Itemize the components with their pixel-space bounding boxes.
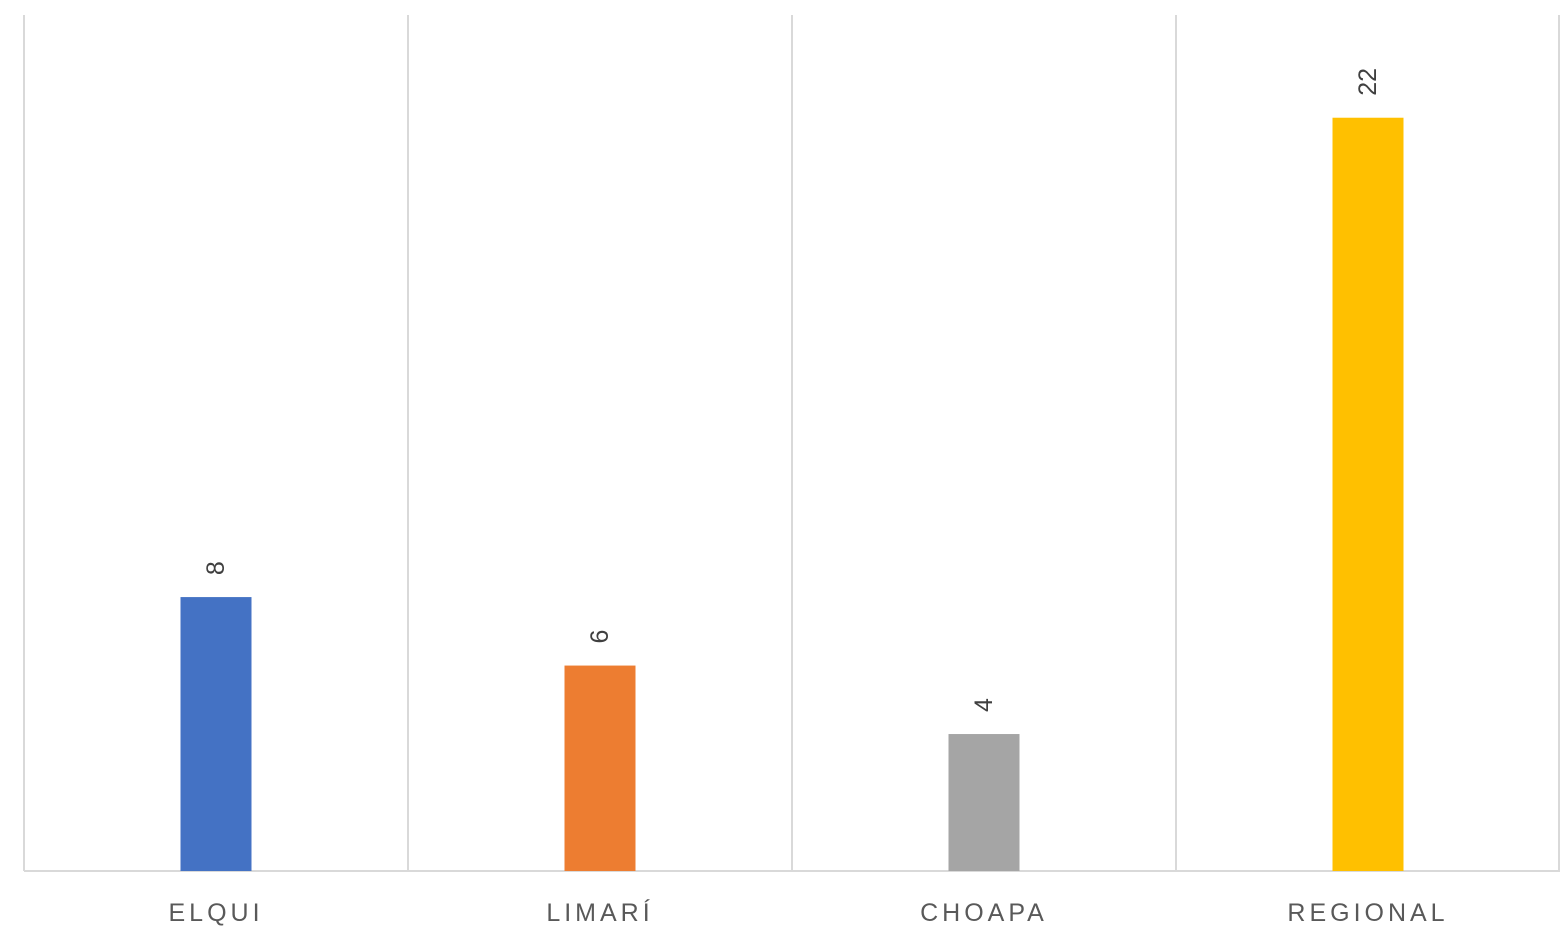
data-labels: 8 6 4 22 <box>202 68 1382 712</box>
x-axis-tick-labels: ELQUI LIMARÍ CHOAPA REGIONAL <box>168 898 1448 927</box>
x-tick-label: CHOAPA <box>920 899 1048 927</box>
data-label-regional: 22 <box>1354 68 1382 96</box>
x-tick-label: LIMARÍ <box>546 898 653 927</box>
x-tick-label: REGIONAL <box>1287 899 1448 927</box>
bar-elqui <box>180 597 252 871</box>
data-label-choapa: 4 <box>970 698 998 712</box>
x-tick-label: ELQUI <box>168 899 263 927</box>
data-label-limarí: 6 <box>586 630 614 644</box>
bar-limarí <box>564 665 636 871</box>
bar-regional <box>1332 117 1404 872</box>
bar-series <box>180 117 1404 872</box>
bar-choapa <box>948 734 1020 871</box>
category-separators <box>23 15 1560 871</box>
data-label-elqui: 8 <box>202 561 230 575</box>
